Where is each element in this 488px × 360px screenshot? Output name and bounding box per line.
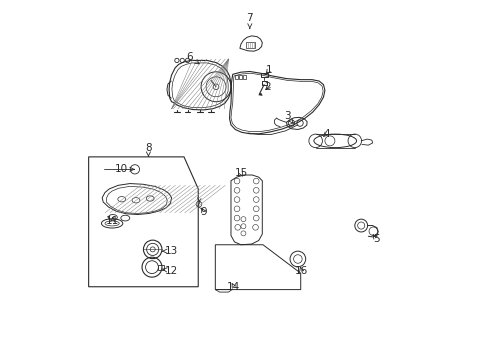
Bar [243, 75, 245, 78]
Bar [239, 75, 242, 78]
Text: 2: 2 [264, 82, 270, 93]
Text: 9: 9 [200, 207, 206, 217]
Text: 16: 16 [294, 266, 307, 276]
Text: 13: 13 [162, 246, 178, 256]
Polygon shape [258, 93, 262, 95]
Text: 10: 10 [115, 164, 134, 174]
Text: 15: 15 [234, 168, 247, 178]
Text: 7: 7 [246, 13, 253, 29]
Bar [235, 75, 238, 78]
Text: 3: 3 [284, 111, 293, 123]
Text: 11: 11 [106, 216, 119, 226]
Text: 6: 6 [185, 52, 199, 64]
Text: 8: 8 [145, 143, 151, 156]
Text: 1: 1 [265, 65, 272, 75]
Text: 4: 4 [323, 129, 329, 139]
Text: 12: 12 [162, 266, 178, 276]
Text: 14: 14 [227, 282, 240, 292]
Text: 5: 5 [372, 234, 379, 244]
